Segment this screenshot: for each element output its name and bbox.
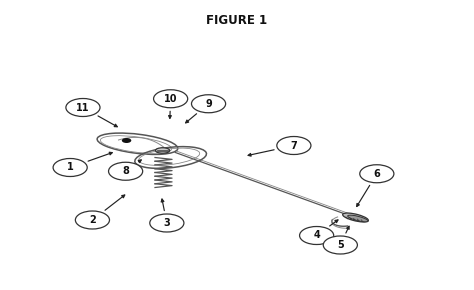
- Circle shape: [360, 165, 394, 183]
- Text: 3: 3: [164, 218, 170, 228]
- Ellipse shape: [343, 213, 368, 222]
- Text: 10: 10: [164, 94, 177, 104]
- Text: 4: 4: [313, 231, 320, 240]
- Text: 5: 5: [337, 240, 344, 250]
- Text: 11: 11: [76, 102, 90, 113]
- Text: 9: 9: [205, 99, 212, 109]
- Text: 8: 8: [122, 166, 129, 176]
- Circle shape: [154, 90, 188, 108]
- Circle shape: [75, 211, 109, 229]
- Circle shape: [109, 162, 143, 180]
- Circle shape: [53, 159, 87, 177]
- Text: 1: 1: [67, 162, 73, 173]
- Circle shape: [150, 214, 184, 232]
- Text: 6: 6: [374, 169, 380, 179]
- Circle shape: [66, 99, 100, 117]
- Circle shape: [277, 137, 311, 155]
- Ellipse shape: [155, 148, 170, 153]
- Circle shape: [300, 226, 334, 244]
- Circle shape: [323, 236, 357, 254]
- Text: FIGURE 1: FIGURE 1: [207, 14, 267, 26]
- Text: 2: 2: [89, 215, 96, 225]
- Ellipse shape: [347, 215, 368, 222]
- Text: 7: 7: [291, 140, 297, 151]
- Circle shape: [191, 95, 226, 113]
- Circle shape: [122, 138, 131, 143]
